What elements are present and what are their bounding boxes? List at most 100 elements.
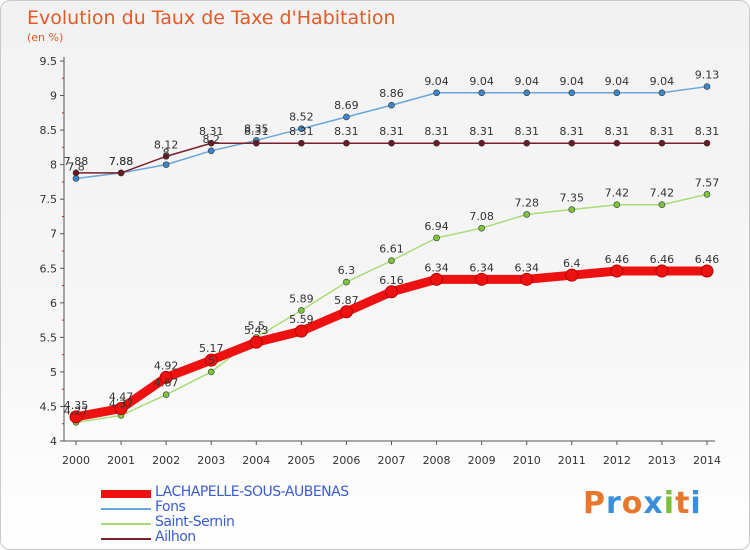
data-point: [159, 370, 173, 384]
data-label-lachapelle-sous-aubenas: 6.16: [379, 274, 404, 287]
data-point: [162, 161, 170, 168]
data-point: [388, 139, 395, 147]
data-point: [565, 268, 579, 282]
data-point: [72, 175, 80, 182]
data-label-ailhon: 8.31: [289, 125, 314, 138]
data-label-lachapelle-sous-aubenas: 6.34: [469, 261, 494, 274]
data-label-ailhon: 8.31: [334, 125, 359, 138]
data-label-ailhon: 7.88: [64, 155, 89, 168]
data-point: [568, 89, 576, 97]
logo-letter: x: [643, 486, 664, 521]
logo-letter: o: [621, 486, 644, 521]
data-label-fons: 8.35: [244, 122, 269, 135]
y-tick-label: 5: [50, 366, 57, 379]
data-point: [204, 353, 218, 367]
y-tick-label: 4.5: [40, 400, 58, 413]
data-point: [298, 125, 305, 133]
data-point: [700, 264, 714, 278]
data-label-saint-sernin: 7.35: [560, 192, 585, 205]
data-point: [298, 307, 305, 314]
x-tick-label: 2002: [152, 454, 180, 467]
data-label-fons: 9.04: [650, 75, 675, 88]
data-point: [610, 264, 624, 278]
data-point: [385, 285, 398, 299]
x-tick-label: 2007: [378, 454, 406, 467]
data-label-fons: 9.04: [605, 75, 630, 88]
x-tick-label: 2010: [513, 454, 541, 467]
data-label-ailhon: 8.31: [650, 125, 675, 138]
data-label-ailhon: 8.31: [424, 125, 449, 138]
data-label-saint-sernin: 4.37: [109, 397, 134, 410]
data-point: [388, 101, 395, 109]
data-point: [433, 139, 440, 147]
data-point: [703, 191, 711, 198]
logo-letter: P: [583, 486, 606, 521]
data-point: [433, 234, 440, 242]
data-point: [703, 139, 711, 147]
data-point: [294, 324, 308, 338]
x-tick-label: 2011: [558, 454, 586, 467]
data-label-lachapelle-sous-aubenas: 6.34: [424, 261, 449, 274]
data-label-saint-sernin: 6.3: [338, 264, 356, 277]
x-tick-label: 2008: [423, 454, 451, 467]
y-tick-label: 6: [50, 297, 57, 310]
data-label-lachapelle-sous-aubenas: 4.35: [64, 399, 89, 412]
data-point: [478, 89, 485, 97]
series-lachapelle-sous-aubenas: [69, 264, 714, 424]
data-label-lachapelle-sous-aubenas: 4.92: [154, 359, 179, 372]
data-point: [703, 83, 711, 90]
data-point: [655, 264, 669, 278]
data-point: [568, 206, 576, 213]
data-label-saint-sernin: 7.57: [695, 176, 720, 189]
data-point: [207, 139, 215, 147]
data-label-ailhon: 8.12: [154, 138, 179, 151]
data-label-lachapelle-sous-aubenas: 5.43: [244, 324, 269, 337]
legend-label: Saint-Sernin: [155, 514, 235, 530]
data-point: [523, 139, 531, 147]
data-point: [478, 224, 485, 232]
x-tick-label: 2012: [603, 454, 631, 467]
data-point: [117, 169, 125, 177]
data-label-saint-sernin: 6.61: [379, 243, 404, 256]
data-point: [339, 305, 353, 319]
legend-item: Ailhon: [101, 529, 431, 546]
data-label-lachapelle-sous-aubenas: 5.17: [199, 342, 224, 355]
data-label-lachapelle-sous-aubenas: 6.46: [650, 253, 675, 266]
data-point: [252, 139, 260, 147]
data-label-saint-sernin: 4.27: [64, 404, 89, 417]
data-label-saint-sernin: 5.5: [248, 319, 266, 332]
x-tick-label: 2009: [468, 454, 496, 467]
x-tick-label: 2005: [287, 454, 315, 467]
series-saint-sernin: [72, 191, 711, 426]
data-label-lachapelle-sous-aubenas: 6.34: [514, 261, 539, 274]
data-label-lachapelle-sous-aubenas: 4.47: [109, 391, 134, 404]
data-point: [343, 139, 350, 147]
data-label-ailhon: 8.31: [695, 125, 720, 138]
legend-item: Saint-Sernin: [101, 514, 431, 531]
data-label-lachapelle-sous-aubenas: 5.59: [289, 313, 314, 326]
y-tick-label: 4: [50, 435, 57, 448]
y-tick-label: 7: [50, 228, 57, 241]
x-tick-label: 2003: [197, 454, 225, 467]
x-tick-label: 2014: [693, 454, 721, 467]
data-label-fons: 8.86: [379, 87, 404, 100]
data-label-ailhon: 8.31: [514, 125, 539, 138]
data-label-saint-sernin: 7.28: [514, 196, 539, 209]
data-point: [249, 335, 263, 349]
data-label-fons: 8: [163, 147, 170, 160]
data-label-ailhon: 8.31: [199, 125, 224, 138]
data-point: [658, 201, 666, 209]
y-tick-label: 9.5: [40, 55, 58, 68]
logo-letter: r: [606, 486, 622, 521]
data-label-lachapelle-sous-aubenas: 6.4: [563, 257, 581, 270]
logo-letter: i: [663, 486, 676, 521]
data-point: [478, 139, 485, 147]
data-label-ailhon: 8.31: [379, 125, 404, 138]
data-point: [475, 272, 489, 286]
chart-subtitle: (en %): [27, 31, 64, 44]
legend-label: Ailhon: [155, 529, 196, 545]
data-label-lachapelle-sous-aubenas: 5.87: [334, 294, 359, 307]
data-point: [162, 391, 170, 399]
